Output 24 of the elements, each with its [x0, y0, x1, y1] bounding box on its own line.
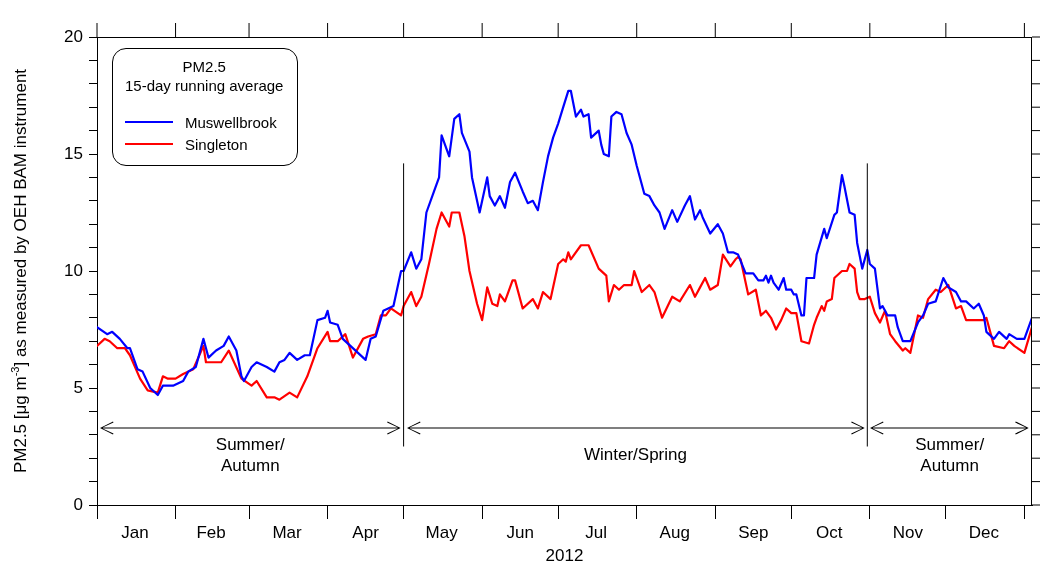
y-tick-label: 5 — [73, 377, 83, 397]
legend-title: PM2.5 15-day running average — [125, 57, 284, 95]
x-tick-label: Apr — [352, 522, 380, 542]
y-tick-label: 0 — [73, 494, 83, 514]
x-tick-label: Jul — [585, 522, 608, 542]
x-tick-label: Nov — [892, 522, 924, 542]
x-tick-label: Jun — [506, 522, 534, 542]
legend-label: Singleton — [185, 135, 248, 153]
x-tick-label: Mar — [272, 522, 303, 542]
x-tick-label: Feb — [196, 522, 226, 542]
y-tick-label: 15 — [64, 143, 83, 163]
x-tick-label: Dec — [968, 522, 1000, 542]
x-tick-label: Aug — [659, 522, 690, 542]
x-tick-label: May — [425, 522, 459, 542]
y-tick-label: 20 — [64, 26, 83, 46]
annotation: Summer/ Autumn — [915, 434, 985, 475]
x-tick-label: Oct — [816, 522, 843, 542]
x-tick-label: Jan — [121, 522, 149, 542]
x-axis-title: 2012 — [545, 546, 584, 566]
annotation: Winter/Spring — [583, 445, 687, 465]
annotation: Summer/ Autumn — [215, 434, 286, 475]
legend-label: Muswellbrook — [185, 113, 277, 131]
x-tick-label: Sep — [738, 522, 769, 542]
y-tick-label: 10 — [64, 260, 83, 280]
